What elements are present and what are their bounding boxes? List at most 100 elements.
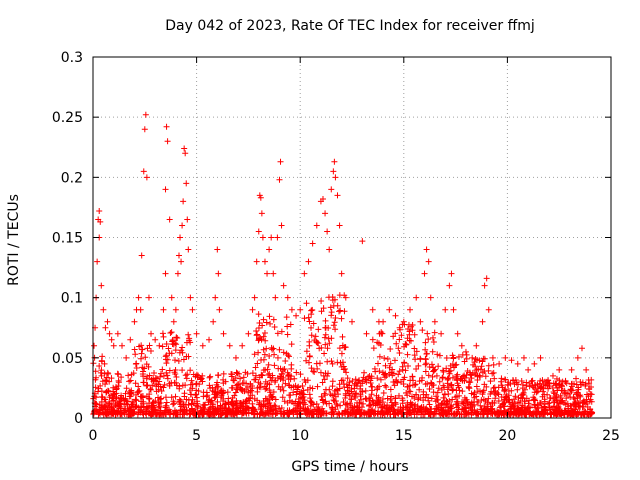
x-tick-label: 25 (602, 428, 620, 444)
data-point (103, 377, 110, 384)
data-point (433, 372, 440, 379)
data-point (479, 410, 486, 417)
data-point (98, 372, 105, 379)
data-point (397, 326, 404, 333)
data-point (449, 374, 456, 381)
data-point (293, 408, 300, 415)
data-point (391, 357, 398, 364)
data-point (377, 376, 384, 383)
data-point (172, 357, 179, 364)
data-point (441, 391, 448, 398)
data-point (300, 405, 307, 412)
data-point (353, 390, 360, 397)
data-point (534, 405, 541, 412)
data-point (283, 314, 290, 321)
data-point (145, 395, 152, 402)
data-point (110, 384, 117, 391)
data-point (533, 411, 540, 418)
data-point (266, 393, 273, 400)
y-tick-label: 0.05 (52, 351, 83, 367)
data-point (468, 375, 475, 382)
data-point (139, 346, 146, 353)
data-point (378, 329, 385, 336)
data-point (173, 341, 180, 348)
data-point (106, 401, 113, 408)
data-point (161, 381, 168, 388)
data-point (344, 400, 351, 407)
data-point (412, 381, 419, 388)
data-point (249, 370, 256, 377)
data-point (187, 294, 194, 301)
data-point (203, 393, 210, 400)
data-point (138, 252, 145, 259)
data-point (306, 318, 313, 325)
data-point (366, 402, 373, 409)
data-point (382, 362, 389, 369)
data-point (98, 367, 105, 374)
data-point (573, 391, 580, 398)
data-point (278, 373, 285, 380)
data-point (274, 354, 281, 361)
data-point (131, 346, 138, 353)
data-point (571, 380, 578, 387)
data-point (470, 398, 477, 405)
data-point (233, 405, 240, 412)
data-point (488, 388, 495, 395)
data-point (113, 403, 120, 410)
data-point (249, 400, 256, 407)
data-point (300, 387, 307, 394)
data-point (435, 385, 442, 392)
data-point (270, 270, 277, 277)
data-point (102, 381, 109, 388)
data-point (449, 352, 456, 359)
data-point (91, 342, 98, 349)
data-point (502, 354, 509, 361)
data-point (314, 365, 321, 372)
data-point (271, 351, 278, 358)
data-point (411, 406, 418, 413)
data-point (320, 372, 327, 379)
data-point (387, 345, 394, 352)
data-point (271, 402, 278, 409)
data-point (308, 324, 315, 331)
data-point (459, 388, 466, 395)
data-point (237, 375, 244, 382)
data-point (315, 326, 322, 333)
data-point (258, 372, 265, 379)
data-point (352, 394, 359, 401)
data-point (243, 406, 250, 413)
data-point (345, 406, 352, 413)
data-point (222, 378, 229, 385)
data-point (157, 370, 164, 377)
data-point (261, 330, 268, 337)
data-point (348, 396, 355, 403)
data-point (487, 403, 494, 410)
data-point (359, 238, 366, 245)
data-point (308, 365, 315, 372)
data-point (428, 405, 435, 412)
data-point (242, 403, 249, 410)
data-point (423, 360, 430, 367)
data-point (430, 339, 437, 346)
x-tick-label: 10 (291, 428, 309, 444)
data-point (329, 378, 336, 385)
data-point (248, 387, 255, 394)
data-point (406, 406, 413, 413)
data-point (502, 376, 509, 383)
data-point (513, 407, 520, 414)
data-point (479, 369, 486, 376)
data-point (115, 407, 122, 414)
data-point (473, 342, 480, 349)
data-point (433, 393, 440, 400)
data-point (269, 372, 276, 379)
data-point (386, 410, 393, 417)
data-point (348, 385, 355, 392)
data-point (430, 389, 437, 396)
data-point (270, 316, 277, 323)
data-point (446, 370, 453, 377)
data-point (338, 350, 345, 357)
data-point (439, 375, 446, 382)
data-point (143, 382, 150, 389)
data-point (174, 270, 181, 277)
data-point (330, 168, 337, 175)
